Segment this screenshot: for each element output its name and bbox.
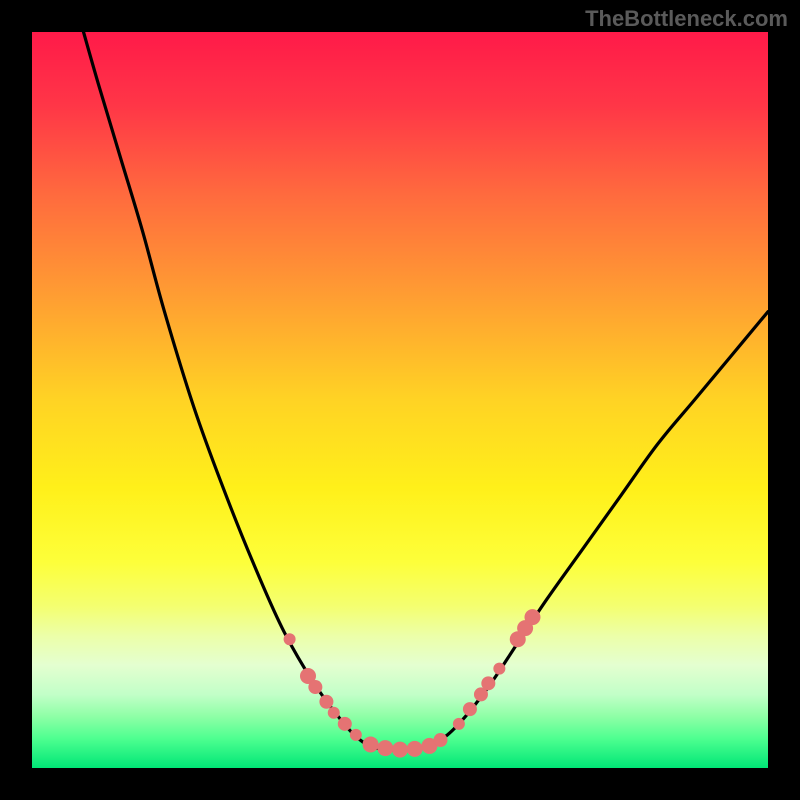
data-marker: [350, 729, 362, 741]
data-marker: [453, 718, 465, 730]
attribution-label: TheBottleneck.com: [585, 6, 788, 32]
chart-svg: [0, 0, 800, 800]
data-marker: [433, 733, 447, 747]
data-marker: [319, 695, 333, 709]
data-marker: [363, 736, 379, 752]
data-marker: [308, 680, 322, 694]
data-marker: [377, 740, 393, 756]
data-marker: [328, 707, 340, 719]
bottleneck-chart: TheBottleneck.com: [0, 0, 800, 800]
data-marker: [481, 676, 495, 690]
plot-area: [32, 32, 768, 768]
data-marker: [392, 742, 408, 758]
data-marker: [524, 609, 540, 625]
data-marker: [493, 663, 505, 675]
data-marker: [407, 741, 423, 757]
data-marker: [463, 702, 477, 716]
data-marker: [284, 633, 296, 645]
data-marker: [338, 717, 352, 731]
